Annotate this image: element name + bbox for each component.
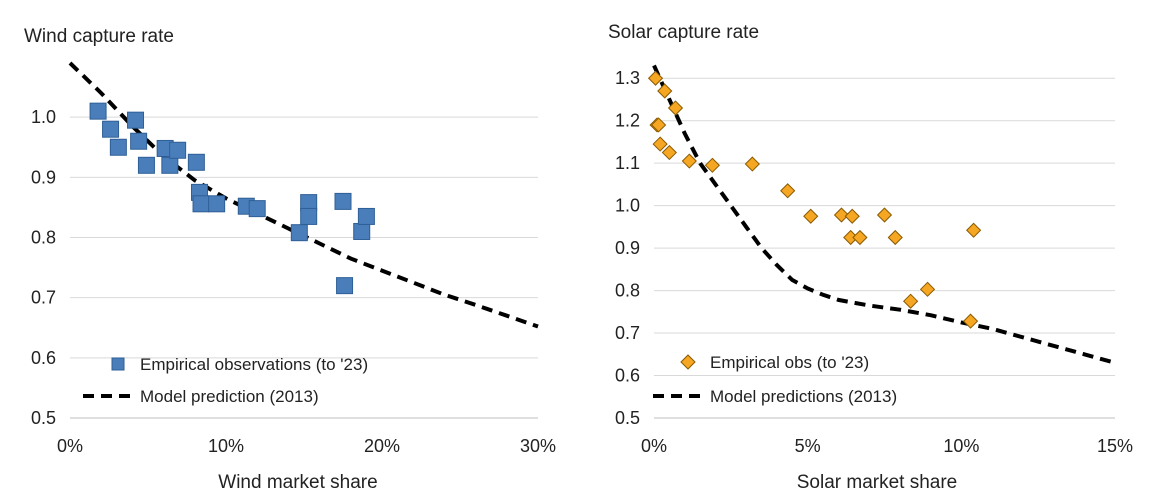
wind-capture-chart: Wind capture rate Wind market share 0.50… bbox=[24, 26, 556, 493]
solar-y-tick-label: 1.1 bbox=[615, 153, 640, 173]
wind-y-tick-label: 0.9 bbox=[31, 167, 56, 187]
solar-data-point bbox=[903, 293, 919, 309]
wind-legend-label: Empirical observations (to '23) bbox=[140, 355, 368, 374]
solar-x-tick-label: 0% bbox=[641, 436, 667, 456]
wind-y-tick-label: 1.0 bbox=[31, 107, 56, 127]
solar-data-point bbox=[652, 136, 668, 152]
solar-y-tick-label: 0.7 bbox=[615, 323, 640, 343]
solar-legend-label: Empirical obs (to '23) bbox=[710, 353, 869, 372]
solar-data-point bbox=[852, 229, 868, 246]
wind-data-point bbox=[192, 195, 210, 213]
wind-data-point bbox=[353, 222, 371, 240]
solar-data-point bbox=[919, 281, 936, 297]
wind-data-point bbox=[127, 111, 145, 129]
solar-data-point bbox=[780, 183, 796, 199]
solar-legend-marker bbox=[680, 354, 696, 370]
solar-data-point bbox=[803, 208, 819, 224]
wind-y-tick-label: 0.7 bbox=[31, 288, 56, 308]
wind-y-tick-label: 0.8 bbox=[31, 228, 56, 248]
wind-data-point bbox=[334, 192, 352, 210]
solar-x-tick-label: 15% bbox=[1097, 436, 1133, 456]
solar-data-point bbox=[647, 70, 664, 86]
solar-data-point bbox=[744, 156, 760, 172]
solar-y-tick-label: 1.0 bbox=[615, 196, 640, 216]
solar-data-point bbox=[966, 222, 982, 238]
solar-data-point bbox=[833, 207, 850, 223]
solar-data-point bbox=[962, 313, 979, 329]
wind-x-axis-label: Wind market share bbox=[218, 472, 377, 493]
wind-x-tick-label: 0% bbox=[57, 436, 83, 456]
wind-data-point bbox=[130, 132, 148, 150]
solar-data-point bbox=[704, 157, 721, 173]
solar-x-axis-label: Solar market share bbox=[797, 472, 958, 493]
wind-data-point bbox=[137, 156, 155, 174]
solar-data-point bbox=[876, 207, 893, 223]
wind-data-point bbox=[109, 138, 127, 156]
solar-legend: Empirical obs (to '23) Model predictions … bbox=[653, 353, 897, 406]
wind-x-tick-label: 30% bbox=[520, 436, 556, 456]
wind-y-tick-label: 0.5 bbox=[31, 408, 56, 428]
solar-y-tick-label: 0.9 bbox=[615, 238, 640, 258]
solar-x-tick-label: 5% bbox=[795, 436, 821, 456]
wind-legend-marker bbox=[111, 357, 125, 371]
solar-data-point bbox=[844, 208, 860, 224]
solar-y-tick-label: 0.5 bbox=[615, 408, 640, 428]
solar-chart-title: Solar capture rate bbox=[608, 22, 759, 43]
solar-y-tick-label: 0.6 bbox=[615, 366, 640, 386]
wind-legend-label: Model prediction (2013) bbox=[140, 387, 319, 406]
solar-capture-chart: Solar capture rate Solar market share 0.… bbox=[608, 22, 1133, 493]
solar-data-point bbox=[657, 83, 673, 99]
wind-data-point bbox=[187, 153, 205, 171]
solar-legend-label: Model predictions (2013) bbox=[710, 387, 897, 406]
wind-y-tick-label: 0.6 bbox=[31, 348, 56, 368]
solar-y-tick-label: 1.2 bbox=[615, 111, 640, 131]
wind-data-point bbox=[300, 207, 318, 225]
solar-data-point bbox=[667, 100, 684, 116]
wind-data-point bbox=[102, 120, 120, 138]
wind-data-point bbox=[357, 207, 375, 225]
wind-data-point bbox=[169, 141, 187, 159]
wind-data-point bbox=[161, 156, 179, 174]
wind-data-point bbox=[248, 200, 266, 218]
wind-data-point bbox=[290, 224, 308, 242]
wind-x-tick-label: 10% bbox=[208, 436, 244, 456]
wind-data-point bbox=[208, 195, 226, 213]
solar-data-point bbox=[651, 117, 667, 133]
solar-y-tick-label: 0.8 bbox=[615, 281, 640, 301]
wind-data-point bbox=[89, 102, 107, 120]
solar-data-point bbox=[887, 229, 903, 246]
wind-chart-title: Wind capture rate bbox=[24, 26, 174, 47]
solar-data-point bbox=[661, 144, 677, 161]
solar-y-tick-label: 1.3 bbox=[615, 68, 640, 88]
solar-x-tick-label: 10% bbox=[943, 436, 979, 456]
wind-legend: Empirical observations (to '23) Model pre… bbox=[83, 355, 368, 406]
wind-data-point bbox=[336, 277, 354, 295]
solar-data-point bbox=[681, 153, 697, 169]
wind-x-tick-label: 20% bbox=[364, 436, 400, 456]
